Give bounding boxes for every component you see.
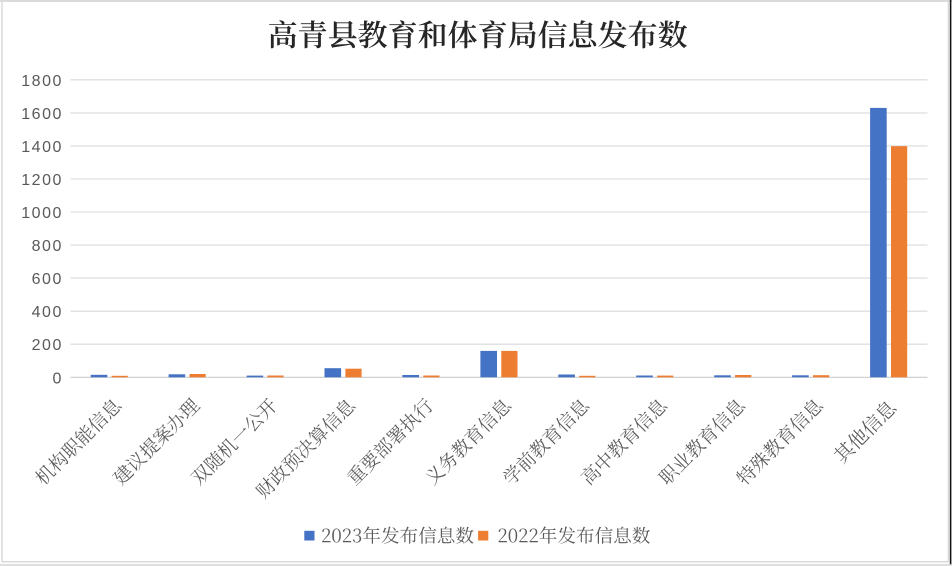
svg-text:1600: 1600 (21, 106, 63, 123)
svg-text:1000: 1000 (21, 205, 63, 222)
svg-text:0: 0 (53, 370, 63, 387)
svg-text:1800: 1800 (21, 73, 63, 90)
svg-text:1200: 1200 (21, 172, 63, 189)
svg-text:200: 200 (32, 337, 63, 354)
svg-text:1400: 1400 (21, 139, 63, 156)
svg-text:400: 400 (32, 304, 63, 321)
svg-text:800: 800 (32, 238, 63, 255)
svg-text:600: 600 (32, 271, 63, 288)
